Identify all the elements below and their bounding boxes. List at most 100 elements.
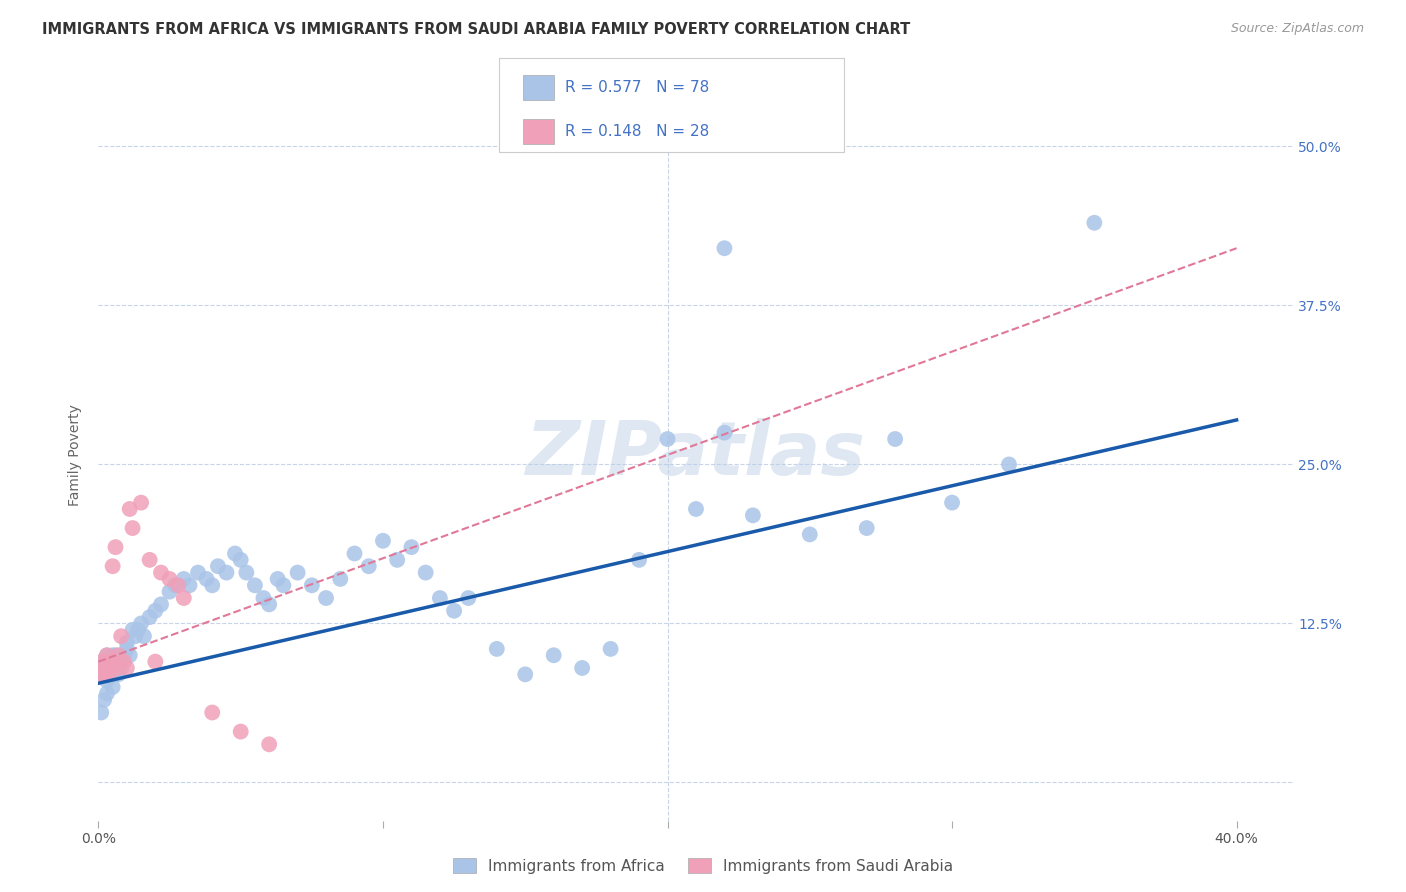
- Point: [167, 578, 190, 592]
- Point: [143, 604, 166, 618]
- Point: [229, 724, 252, 739]
- Point: [252, 591, 274, 605]
- Point: [287, 566, 309, 580]
- Point: [150, 566, 173, 580]
- Point: [115, 635, 138, 649]
- Point: [173, 572, 195, 586]
- Point: [138, 553, 160, 567]
- Point: [150, 598, 173, 612]
- Point: [207, 559, 229, 574]
- Point: [101, 680, 124, 694]
- Point: [457, 591, 479, 605]
- Point: [98, 661, 121, 675]
- Point: [143, 655, 166, 669]
- Point: [90, 667, 112, 681]
- Point: [104, 661, 127, 675]
- Point: [159, 572, 181, 586]
- Point: [90, 667, 112, 681]
- Point: [98, 667, 121, 681]
- Point: [855, 521, 877, 535]
- Point: [628, 553, 651, 567]
- Point: [429, 591, 451, 605]
- Point: [179, 578, 201, 592]
- Point: [110, 661, 132, 675]
- Point: [129, 495, 152, 509]
- Y-axis label: Family Poverty: Family Poverty: [69, 404, 83, 506]
- Point: [118, 502, 141, 516]
- Point: [229, 553, 252, 567]
- Point: [129, 616, 152, 631]
- Point: [101, 667, 124, 681]
- Point: [101, 648, 124, 663]
- Point: [685, 502, 707, 516]
- Point: [107, 648, 129, 663]
- Point: [415, 566, 437, 580]
- Point: [101, 559, 124, 574]
- Point: [301, 578, 323, 592]
- Point: [799, 527, 821, 541]
- Point: [571, 661, 593, 675]
- Point: [90, 706, 112, 720]
- Point: [741, 508, 763, 523]
- Point: [515, 667, 537, 681]
- Point: [657, 432, 679, 446]
- Point: [165, 578, 187, 592]
- Point: [329, 572, 352, 586]
- Point: [98, 655, 121, 669]
- Point: [201, 706, 224, 720]
- Point: [357, 559, 380, 574]
- Point: [941, 495, 963, 509]
- Text: R = 0.148   N = 28: R = 0.148 N = 28: [565, 124, 710, 139]
- Point: [273, 578, 295, 592]
- Point: [96, 673, 118, 688]
- Point: [93, 693, 115, 707]
- Point: [138, 610, 160, 624]
- Point: [173, 591, 195, 605]
- Point: [112, 655, 135, 669]
- Text: ZIPatlas: ZIPatlas: [526, 418, 866, 491]
- Point: [132, 629, 155, 643]
- Point: [96, 648, 118, 663]
- Point: [93, 655, 115, 669]
- Point: [201, 578, 224, 592]
- Point: [235, 566, 257, 580]
- Point: [96, 655, 118, 669]
- Point: [115, 641, 138, 656]
- Point: [118, 648, 141, 663]
- Point: [884, 432, 907, 446]
- Point: [215, 566, 238, 580]
- Point: [96, 648, 118, 663]
- Point: [115, 661, 138, 675]
- Point: [713, 241, 735, 255]
- Point: [713, 425, 735, 440]
- Point: [257, 737, 280, 751]
- Point: [543, 648, 565, 663]
- Point: [121, 623, 143, 637]
- Text: Source: ZipAtlas.com: Source: ZipAtlas.com: [1230, 22, 1364, 36]
- Point: [127, 623, 149, 637]
- Point: [110, 655, 132, 669]
- Point: [257, 598, 280, 612]
- Point: [110, 629, 132, 643]
- Point: [124, 629, 146, 643]
- Point: [93, 667, 115, 681]
- Point: [443, 604, 465, 618]
- Legend: Immigrants from Africa, Immigrants from Saudi Arabia: Immigrants from Africa, Immigrants from …: [447, 852, 959, 880]
- Point: [159, 584, 181, 599]
- Point: [101, 655, 124, 669]
- Point: [187, 566, 209, 580]
- Point: [93, 661, 115, 675]
- Point: [121, 521, 143, 535]
- Point: [107, 661, 129, 675]
- Point: [998, 458, 1021, 472]
- Point: [195, 572, 218, 586]
- Point: [315, 591, 337, 605]
- Point: [104, 648, 127, 663]
- Point: [343, 547, 366, 561]
- Point: [243, 578, 266, 592]
- Point: [385, 553, 409, 567]
- Point: [485, 641, 508, 656]
- Point: [112, 648, 135, 663]
- Point: [107, 655, 129, 669]
- Point: [90, 655, 112, 669]
